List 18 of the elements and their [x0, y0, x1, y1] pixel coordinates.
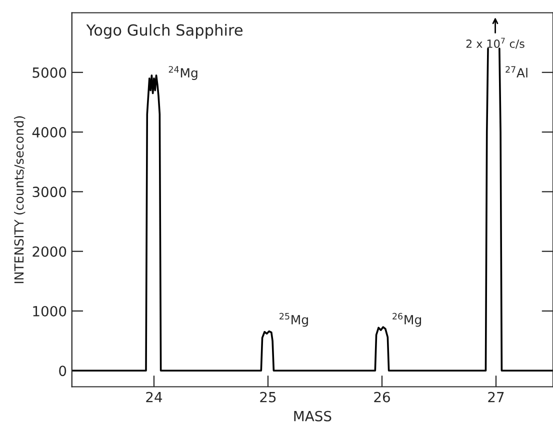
y-tick-label: 4000 — [32, 127, 66, 138]
x-tick-label: 24 — [146, 392, 162, 402]
x-tick-label: 26 — [374, 392, 390, 402]
x-tick-label: 27 — [488, 392, 504, 402]
y-tick-label: 2000 — [32, 246, 66, 257]
y-axis-title: INTENSITY (counts/second) — [14, 116, 26, 284]
y-tick-label: 0 — [59, 366, 66, 376]
annotation: $^{26}$Mg — [392, 312, 422, 327]
y-tick-label: 3000 — [32, 186, 66, 198]
x-axis-title: MASS — [294, 410, 332, 422]
text: Yogo Gulch Sapphire — [86, 24, 242, 39]
annotation: $^{25}$Mg — [280, 312, 308, 327]
x-tick-label: 25 — [260, 392, 276, 402]
y-tick-label: 1000 — [33, 306, 66, 316]
annotation: 2 x 10$^{7}$ c/s — [466, 38, 524, 49]
annotation: $^{24}$Mg — [168, 66, 198, 80]
annotation: $^{27}$Al — [506, 66, 528, 78]
y-tick-label: 5000 — [32, 67, 66, 78]
